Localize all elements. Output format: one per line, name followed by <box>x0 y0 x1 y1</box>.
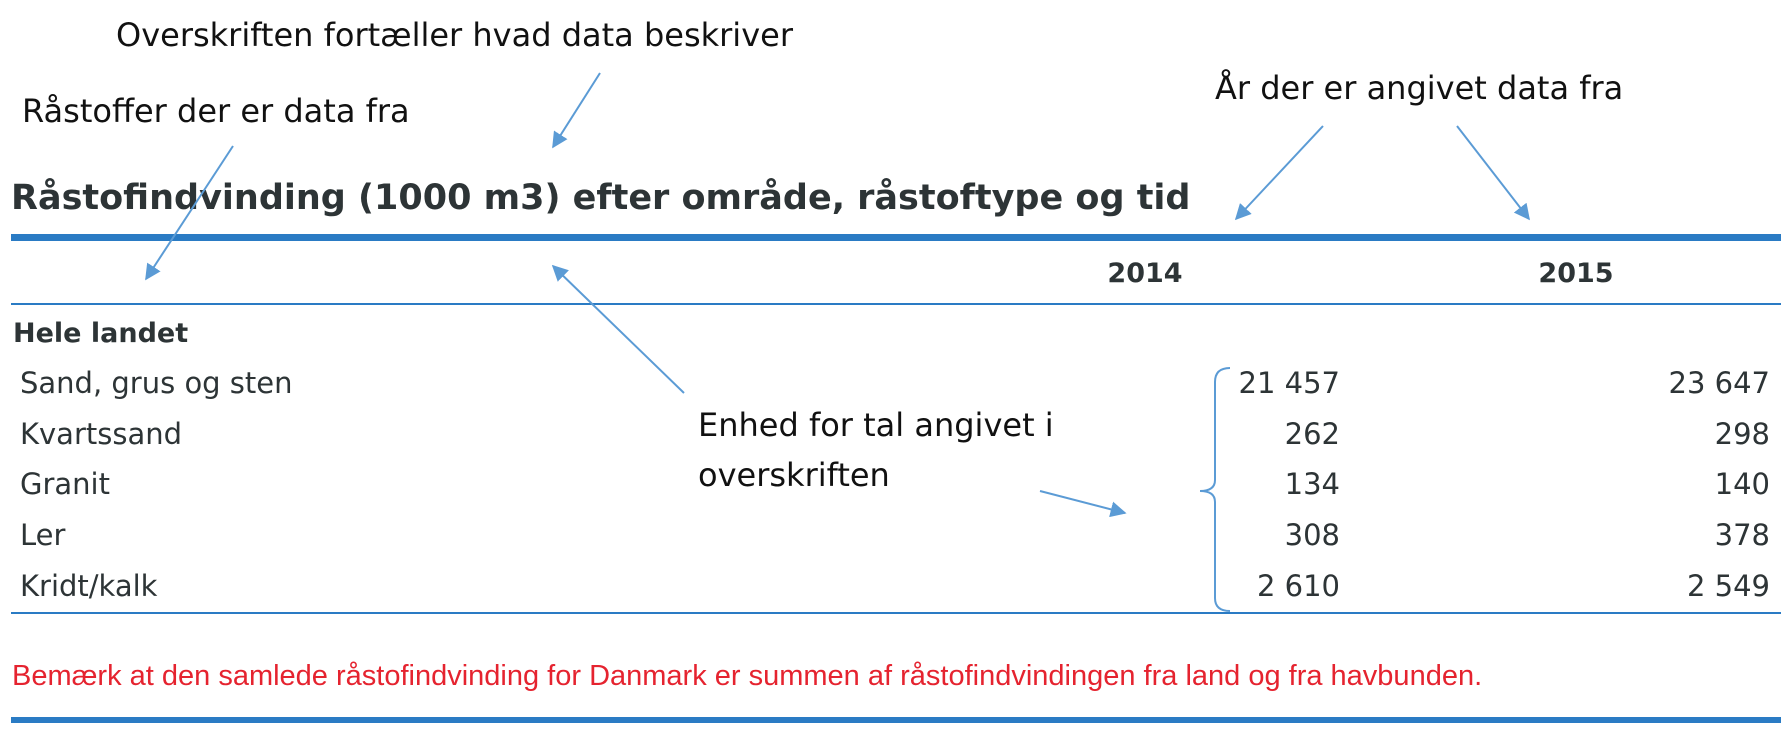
arrow-to-bracket <box>1039 490 1127 518</box>
row-label-sand: Sand, grus og sten <box>20 366 293 400</box>
cell-ler-2014: 308 <box>1284 518 1340 552</box>
annotation-years: År der er angivet data fra <box>1215 69 1624 107</box>
arrow-to-materials <box>145 145 234 281</box>
cell-kridt-2014: 2 610 <box>1256 569 1340 603</box>
row-label-ler: Ler <box>20 518 66 552</box>
top-rule <box>11 234 1781 241</box>
row-label-kridt: Kridt/kalk <box>20 569 158 603</box>
cell-kvartssand-2014: 262 <box>1284 417 1340 451</box>
cell-kvartssand-2015: 298 <box>1714 417 1770 451</box>
cell-sand-2015: 23 647 <box>1668 366 1770 400</box>
bottom-rule <box>11 612 1781 614</box>
header-rule <box>11 303 1781 305</box>
cell-granit-2014: 134 <box>1284 467 1340 501</box>
footer-rule <box>11 717 1781 723</box>
cell-sand-2014: 21 457 <box>1238 366 1340 400</box>
cell-granit-2015: 140 <box>1714 467 1770 501</box>
values-bracket <box>1199 367 1231 612</box>
arrow-to-title <box>552 72 601 149</box>
annotation-unit-line1: Enhed for tal angivet i <box>698 406 1054 444</box>
footnote: Bemærk at den samlede råstofindvinding f… <box>12 660 1483 692</box>
annotation-headline: Overskriften fortæller hvad data beskriv… <box>116 16 793 54</box>
row-label-granit: Granit <box>20 467 110 501</box>
row-label-kvartssand: Kvartssand <box>20 417 183 451</box>
column-header-2014: 2014 <box>1107 258 1183 289</box>
group-label: Hele landet <box>13 318 189 349</box>
annotation-materials: Råstoffer der er data fra <box>22 92 410 130</box>
arrow-to-2014 <box>1234 125 1324 221</box>
column-header-2015: 2015 <box>1538 258 1614 289</box>
annotation-unit-line2: overskriften <box>698 456 890 494</box>
cell-ler-2015: 378 <box>1714 518 1770 552</box>
arrow-to-unit <box>551 264 685 394</box>
arrow-to-2015 <box>1456 125 1530 221</box>
cell-kridt-2015: 2 549 <box>1686 569 1770 603</box>
